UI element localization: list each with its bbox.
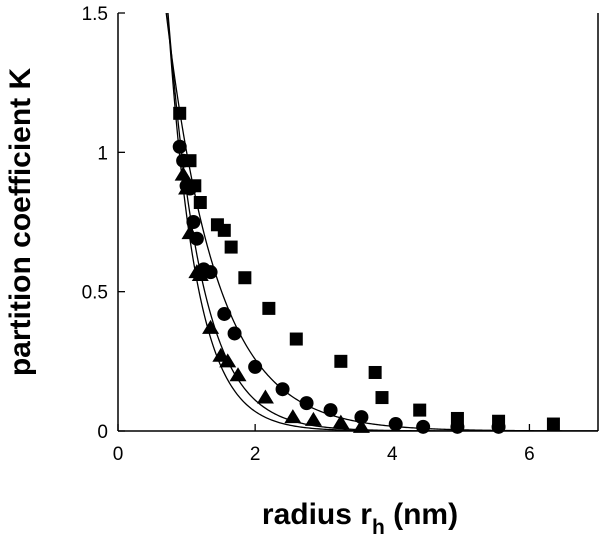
circle-point-2-5 [186,215,201,229]
square-point-1-6 [217,223,231,237]
circle-point-2-10 [227,326,242,341]
circle-point-2-12 [275,382,290,397]
circle-point-2-15 [354,410,369,425]
square-point-1-17 [546,417,560,431]
triangle-point-3-10 [256,389,274,404]
y-tick-label-2: 0.5 [82,283,108,304]
circle-point-2-8 [203,265,218,280]
tick-labels: 0 2 4 6 0 0.5 1 1.5 [82,4,535,465]
triangle-point-3-11 [284,409,302,424]
circle-point-2-1 [172,139,187,154]
y-tick-label-1: 0 [97,422,108,443]
x-tick-label-1: 0 [113,444,124,465]
x-axis-title-subscript: h [372,516,385,538]
x-axis-title: radius rh (nm) [262,498,458,538]
x-tick-label-4: 6 [524,444,535,465]
x-tick-label-2: 2 [250,444,261,465]
triangle-point-3-8 [219,353,237,368]
square-point-1-11 [334,354,348,368]
y-tick-label-4: 1.5 [82,4,108,25]
triangle-point-3-6 [202,319,220,334]
triangle-point-3-2 [178,180,196,195]
triangle-point-3-14 [352,418,370,433]
square-point-1-9 [262,301,276,315]
circle-point-2-2 [176,153,191,168]
triangle-point-3-9 [229,367,247,382]
circle-point-2-11 [248,359,263,374]
x-axis-title-main: radius r [262,498,372,531]
y-axis-title: partition coefficient K [4,67,37,376]
square-point-1-10 [289,332,303,346]
x-tick-label-3: 4 [387,444,398,465]
triangle-point-3-12 [304,411,322,426]
triangle-point-3-13 [332,414,350,429]
plot-frame [117,13,599,432]
triangle-point-3-3 [181,225,199,240]
circle-point-2-16 [388,417,403,432]
triangle-point-3-5 [191,266,209,281]
data-points [172,106,560,434]
square-point-1-7 [224,240,238,254]
triangle-point-3-1 [174,166,192,181]
y-tick-label-3: 1 [97,143,108,164]
x-axis-title-unit: (nm) [385,498,458,531]
square-point-1-8 [238,271,252,285]
square-point-1-4 [193,195,207,209]
circle-point-2-13 [299,396,314,411]
axis-ticks [117,12,531,432]
square-point-1-13 [375,391,389,405]
square-point-1-12 [368,365,382,379]
square-point-1-1 [173,106,187,120]
circle-point-2-14 [323,403,338,418]
square-point-1-14 [413,403,427,417]
circle-point-2-9 [217,306,232,321]
